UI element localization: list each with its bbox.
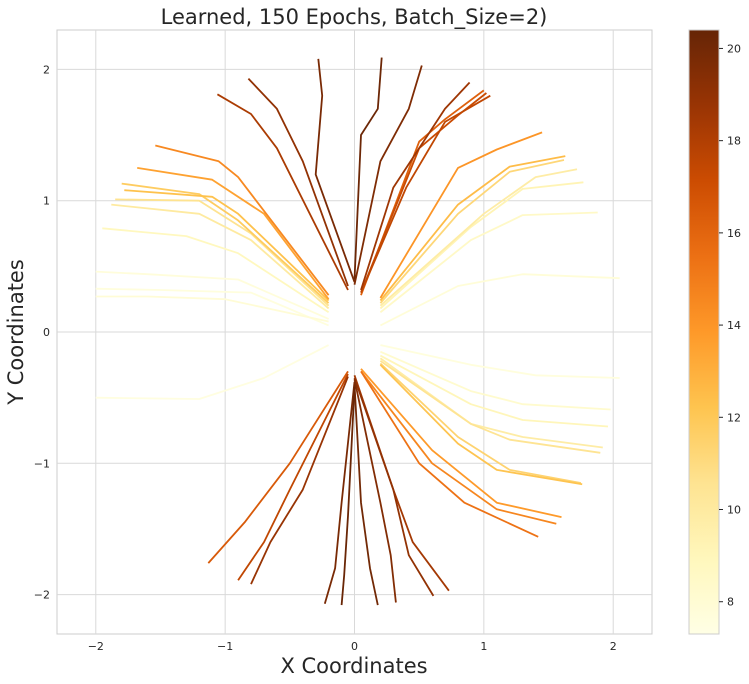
trajectory-line — [379, 357, 603, 449]
colorbar-tick-label: 10 — [727, 504, 741, 517]
colorbar-tick-label: 16 — [727, 227, 741, 240]
trajectory-line — [250, 376, 349, 585]
trajectory-line — [379, 181, 584, 310]
x-tick-label: −1 — [217, 640, 233, 653]
trajectory-line — [360, 368, 562, 518]
trajectory-line — [353, 57, 383, 280]
trajectory-line — [121, 182, 330, 304]
y-tick-label: 0 — [43, 326, 50, 339]
trajectory-line — [102, 227, 330, 314]
colorbar-tick-label: 12 — [727, 411, 741, 424]
colorbar-tick-labels: 8 10 12 14 16 18 20 — [719, 42, 741, 609]
x-tick-label: −2 — [88, 640, 104, 653]
trajectory-line — [95, 287, 329, 327]
trajectory-line — [137, 167, 330, 300]
trajectory-line — [124, 189, 330, 302]
trajectory-line — [379, 364, 583, 486]
trajectory-line — [360, 94, 491, 293]
trajectory-line — [379, 362, 582, 484]
chart-title: Learned, 150 Epochs, Batch_Size=2) — [161, 5, 548, 30]
trajectory-line — [360, 370, 539, 538]
y-axis-label: Y Coordinates — [4, 259, 28, 406]
trajectory-line — [380, 344, 620, 379]
trajectory-line — [379, 168, 578, 307]
trajectory-line — [340, 387, 356, 606]
colorbar — [688, 29, 720, 635]
trajectory-line — [323, 381, 356, 605]
trajectory-line — [95, 270, 329, 320]
trajectory-line — [380, 350, 611, 411]
trajectory-line — [155, 144, 330, 296]
trajectory-line — [379, 155, 566, 302]
colorbar-tick-label: 8 — [727, 596, 734, 609]
y-tick-labels: −2 −1 0 1 2 — [34, 63, 50, 601]
y-tick-label: 1 — [43, 195, 50, 208]
trajectory-line — [379, 273, 620, 327]
trajectory-line — [353, 384, 379, 606]
colorbar-tick-label: 18 — [727, 135, 741, 148]
trajectory-line — [379, 360, 601, 454]
trajectory-lines — [95, 57, 620, 606]
trajectory-line — [379, 159, 565, 304]
trajectory-line — [115, 198, 330, 307]
trajectory-line — [207, 370, 349, 564]
trajectory-line — [95, 344, 330, 400]
x-tick-labels: −2 −1 0 1 2 — [88, 640, 617, 653]
x-tick-label: 0 — [351, 640, 358, 653]
trajectory-line — [95, 295, 329, 323]
y-tick-label: −2 — [34, 589, 50, 602]
trajectory-line — [379, 211, 598, 314]
trajectory-line — [353, 377, 435, 597]
trajectory-line — [379, 131, 543, 299]
trajectory-line — [360, 81, 471, 291]
x-tick-label: 2 — [610, 640, 617, 653]
trajectory-line — [360, 370, 557, 525]
trajectory-line — [379, 354, 609, 428]
colorbar-tick-label: 20 — [727, 42, 741, 55]
x-axis-label: X Coordinates — [280, 654, 427, 678]
colorbar-tick-label: 14 — [727, 319, 741, 332]
trajectory-line — [216, 93, 349, 291]
trajectory-line — [237, 373, 349, 581]
x-tick-label: 1 — [480, 640, 487, 653]
trajectory-line — [247, 77, 349, 287]
trajectory-line — [111, 203, 330, 310]
y-tick-label: −1 — [34, 457, 50, 470]
trajectory-line — [353, 65, 423, 285]
trajectory-line — [314, 58, 356, 283]
trajectory-line — [353, 379, 397, 603]
y-tick-label: 2 — [43, 63, 50, 76]
